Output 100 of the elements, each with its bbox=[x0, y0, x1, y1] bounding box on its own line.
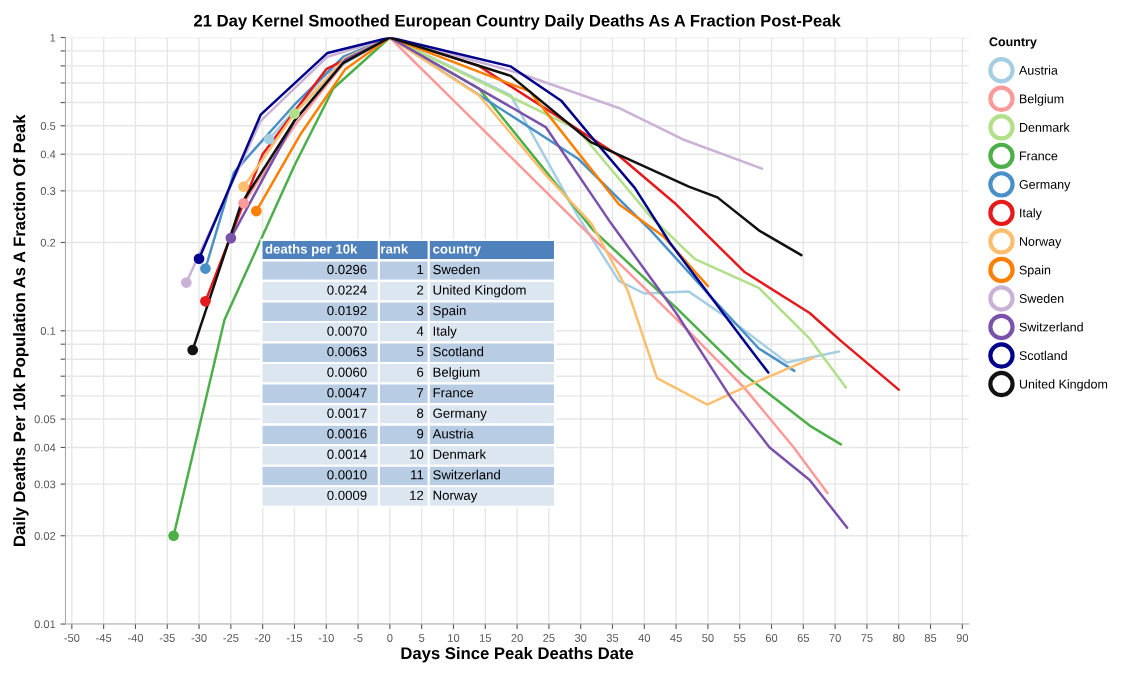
legend-label: Scotland bbox=[1019, 350, 1067, 361]
x-tick-label: 80 bbox=[893, 634, 905, 642]
annotation: Germany bbox=[433, 408, 487, 421]
annotation: 0.0016 bbox=[327, 429, 367, 439]
point bbox=[200, 295, 211, 307]
annotation: Spain bbox=[433, 305, 466, 318]
annotation: 0.0060 bbox=[327, 367, 367, 377]
x-tick-label: -50 bbox=[64, 634, 80, 642]
annotation: Switzerland bbox=[433, 469, 500, 480]
x-tick-label: 65 bbox=[797, 634, 810, 642]
point bbox=[187, 344, 199, 356]
point bbox=[238, 197, 249, 209]
annotation: 1 bbox=[417, 264, 424, 275]
x-tick-label: 60 bbox=[765, 634, 778, 642]
annotation: United Kingdom bbox=[433, 285, 526, 298]
annotation: 3 bbox=[416, 305, 424, 316]
annotation: 0.0224 bbox=[327, 285, 367, 295]
annotation: 5 bbox=[416, 347, 424, 357]
x-axis-title: Days Since Peak Deaths Date bbox=[401, 646, 634, 663]
point bbox=[200, 263, 211, 274]
legend-label: Sweden bbox=[1019, 293, 1064, 303]
legend-title: Country bbox=[989, 37, 1037, 49]
point bbox=[263, 133, 275, 145]
y-tick-label: 0.2 bbox=[40, 238, 56, 247]
x-tick-label: -5 bbox=[353, 634, 363, 642]
annotation: Belgium bbox=[433, 367, 480, 380]
annotation: 0.0070 bbox=[327, 326, 367, 336]
x-tick-label: -10 bbox=[318, 634, 334, 642]
x-tick-label: 25 bbox=[543, 634, 555, 642]
legend-label: Belgium bbox=[1019, 94, 1064, 106]
annotation: 0.0017 bbox=[327, 408, 367, 418]
y-tick-label: 0.3 bbox=[40, 187, 56, 195]
legend-label: Denmark bbox=[1019, 122, 1070, 132]
x-tick-label: 45 bbox=[670, 634, 682, 642]
annotation: Italy bbox=[433, 326, 457, 339]
y-tick-label: 0.01 bbox=[34, 620, 56, 629]
annotation: France bbox=[433, 388, 474, 398]
point bbox=[168, 530, 179, 542]
x-tick-label: -45 bbox=[96, 634, 112, 642]
y-tick-label: 0.04 bbox=[34, 443, 56, 452]
x-tick-label: -40 bbox=[127, 634, 144, 642]
y-tick-label: 0.4 bbox=[40, 150, 56, 159]
y-tick-label: 1 bbox=[50, 33, 56, 42]
annotation: 8 bbox=[417, 408, 424, 418]
point bbox=[238, 181, 249, 193]
annotation: 0.0009 bbox=[327, 490, 367, 500]
annotation: Austria bbox=[432, 428, 474, 439]
x-tick-label: 40 bbox=[638, 634, 651, 642]
point bbox=[225, 232, 237, 244]
annotation: 10 bbox=[410, 449, 424, 459]
x-tick-label: 10 bbox=[448, 634, 460, 642]
annotation: 4 bbox=[416, 326, 424, 336]
legend-label: France bbox=[1019, 151, 1058, 161]
chart-title: 21 Day Kernel Smoothed European Country Daily Deaths As A Fraction Post-Peak bbox=[194, 14, 841, 30]
x-tick-label: 50 bbox=[702, 634, 714, 642]
legend-label: United Kingdom bbox=[1019, 379, 1108, 392]
annotation: 6 bbox=[417, 367, 424, 377]
legend-label: Spain bbox=[1019, 265, 1051, 277]
x-tick-label: -25 bbox=[223, 634, 239, 642]
annotation: Sweden bbox=[433, 264, 480, 275]
annotation: 0.0063 bbox=[327, 346, 367, 357]
legend-label: Germany bbox=[1019, 180, 1071, 192]
annotation: country bbox=[433, 244, 481, 257]
annotation: 2 bbox=[417, 285, 424, 295]
x-tick-label: 55 bbox=[733, 634, 746, 642]
annotation: 11 bbox=[411, 470, 424, 480]
x-tick-label: 35 bbox=[606, 634, 619, 642]
x-tick-label: -15 bbox=[286, 634, 303, 642]
annotation: 0.0047 bbox=[327, 388, 367, 398]
annotation: 0.0010 bbox=[327, 470, 367, 480]
x-tick-label: 5 bbox=[419, 634, 425, 642]
x-tick-label: -30 bbox=[191, 634, 207, 642]
x-tick-label: -35 bbox=[159, 634, 175, 642]
point bbox=[289, 108, 300, 120]
annotation: 9 bbox=[417, 429, 424, 439]
annotation: 12 bbox=[410, 490, 424, 500]
x-tick-label: -20 bbox=[255, 634, 271, 642]
point bbox=[193, 253, 205, 265]
legend-label: Norway bbox=[1019, 237, 1062, 249]
x-tick-label: 70 bbox=[829, 634, 841, 642]
annotation: Norway bbox=[433, 490, 478, 503]
y-tick-label: 0.02 bbox=[34, 532, 56, 540]
y-tick-label: 0.5 bbox=[40, 122, 56, 130]
point bbox=[250, 205, 262, 217]
x-tick-label: 0 bbox=[387, 634, 393, 642]
x-tick-label: 75 bbox=[861, 634, 873, 642]
legend-label: Austria bbox=[1018, 65, 1058, 75]
x-tick-label: 90 bbox=[956, 634, 969, 642]
y-tick-label: 0.05 bbox=[34, 415, 56, 424]
legend-label: Italy bbox=[1020, 208, 1042, 220]
annotation: 7 bbox=[417, 388, 424, 398]
annotation: 0.0014 bbox=[327, 449, 367, 459]
x-tick-label: 30 bbox=[574, 634, 587, 642]
annotation: deaths per 10k bbox=[265, 243, 358, 257]
x-tick-label: 20 bbox=[511, 634, 523, 642]
y-tick-label: 0.03 bbox=[34, 480, 56, 489]
x-tick-label: 15 bbox=[479, 634, 491, 642]
annotation: 0.0192 bbox=[327, 305, 367, 316]
legend-label: Switzerland bbox=[1019, 322, 1083, 332]
annotation: Denmark bbox=[433, 449, 487, 459]
